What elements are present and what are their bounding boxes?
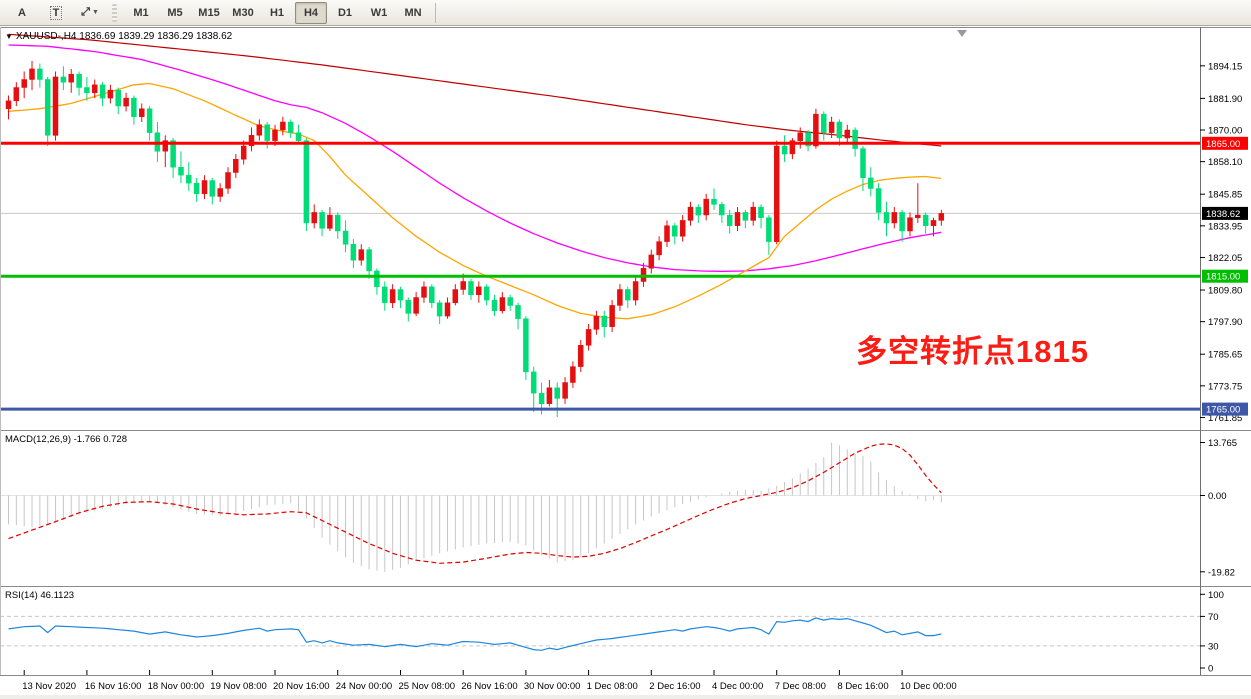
text-tool-icon: T (49, 5, 63, 20)
current-price-badge: 1838.62 (1202, 206, 1248, 220)
svg-text:100: 100 (1208, 590, 1224, 601)
svg-text:1865.00: 1865.00 (1206, 139, 1240, 150)
ma-fast-line[interactable] (8, 82, 942, 320)
svg-text:1845.85: 1845.85 (1208, 190, 1242, 201)
svg-text:8 Dec 16:00: 8 Dec 16:00 (837, 681, 888, 692)
timeframe-buttons: M1 M5 M15 M30 H1 H4 D1 W1 MN (125, 1, 429, 24)
price-badge-1865: 1865.00 (1202, 136, 1248, 150)
svg-text:1815.00: 1815.00 (1206, 272, 1240, 283)
svg-text:1870.00: 1870.00 (1208, 126, 1242, 137)
svg-text:18 Nov 00:00: 18 Nov 00:00 (148, 681, 205, 692)
svg-text:70: 70 (1208, 612, 1219, 623)
svg-text:13 Nov 2020: 13 Nov 2020 (22, 681, 76, 692)
macd-axis[interactable]: 13.765 0.00 -19.82 (1200, 438, 1237, 578)
svg-text:1833.95: 1833.95 (1208, 221, 1242, 232)
price-chart[interactable]: 1894.15 1881.90 1870.00 1858.10 1845.85 1833.… (0, 27, 1251, 699)
svg-text:1809.80: 1809.80 (1208, 286, 1242, 297)
timeframe-button-mn[interactable]: MN (404, 6, 422, 19)
price-badge-1765: 1765.00 (1202, 402, 1248, 416)
svg-text:0: 0 (1208, 664, 1213, 675)
macd-indicator-label: MACD(12,26,9) -1.766 0.728 (5, 434, 127, 445)
svg-text:7 Dec 08:00: 7 Dec 08:00 (775, 681, 826, 692)
svg-text:1773.75: 1773.75 (1208, 381, 1242, 392)
timeframe-button-m30[interactable]: M30 (232, 6, 254, 19)
svg-text:25 Nov 08:00: 25 Nov 08:00 (399, 681, 456, 692)
time-axis[interactable]: 13 Nov 2020 16 Nov 16:00 18 Nov 00:00 19 No… (22, 670, 957, 692)
svg-text:1881.90: 1881.90 (1208, 94, 1242, 105)
ma-mid-line[interactable] (8, 44, 942, 273)
text-tool-button[interactable]: T (40, 2, 72, 24)
svg-text:24 Nov 00:00: 24 Nov 00:00 (336, 681, 393, 692)
timeframe-button-m1[interactable]: M1 (133, 6, 149, 19)
svg-text:20 Nov 16:00: 20 Nov 16:00 (273, 681, 330, 692)
candlesticks[interactable] (5, 60, 945, 418)
chart-text-annotation[interactable]: 多空转折点1815 (856, 334, 1089, 369)
macd-signal-line (8, 443, 942, 564)
svg-text:16 Nov 16:00: 16 Nov 16:00 (85, 681, 142, 692)
rsi-indicator-label: RSI(14) 46.1123 (5, 590, 75, 601)
svg-text:1894.15: 1894.15 (1208, 61, 1242, 72)
svg-text:1 Dec 08:00: 1 Dec 08:00 (587, 681, 638, 692)
arrows-tool-button[interactable]: ⤢ ▼ (74, 2, 106, 24)
toolbar-separator (435, 2, 436, 23)
arrows-icon: ⤢ (81, 6, 90, 18)
timeframe-button-h4[interactable]: H4 (295, 1, 327, 24)
ma-slow-line[interactable] (8, 33, 942, 147)
rsi-axis[interactable]: 100 70 30 0 (1200, 590, 1224, 675)
svg-text:26 Nov 16:00: 26 Nov 16:00 (461, 681, 518, 692)
svg-text:13.765: 13.765 (1208, 438, 1237, 449)
svg-text:10 Dec 00:00: 10 Dec 00:00 (900, 681, 957, 692)
timeframe-button-m15[interactable]: M15 (198, 6, 220, 19)
legend-text: XAUUSD-,H4 1836.69 1839.29 1836.29 1838.… (15, 31, 233, 42)
svg-text:1797.90: 1797.90 (1208, 317, 1242, 328)
timeframe-button-d1[interactable]: D1 (337, 6, 353, 19)
svg-text:1838.62: 1838.62 (1206, 209, 1240, 220)
toolbar-grip[interactable] (112, 3, 117, 22)
timeframe-button-m5[interactable]: M5 (167, 6, 183, 19)
price-axis[interactable]: 1894.15 1881.90 1870.00 1858.10 1845.85 1833.… (1200, 61, 1248, 424)
chart-window: 1894.15 1881.90 1870.00 1858.10 1845.85 1833.… (0, 27, 1251, 699)
svg-text:0.00: 0.00 (1208, 491, 1227, 502)
macd-histogram (8, 442, 942, 572)
cursor-tool-button[interactable]: A (18, 6, 26, 19)
chart-shift-marker[interactable] (957, 30, 967, 37)
svg-text:1858.10: 1858.10 (1208, 157, 1242, 168)
window-bottom-edge (0, 695, 1251, 699)
rsi-line (8, 617, 942, 651)
svg-text:1765.00: 1765.00 (1206, 405, 1240, 416)
chevron-down-icon[interactable]: ▼ (5, 32, 13, 41)
svg-text:30: 30 (1208, 641, 1219, 652)
toolbar: A T ⤢ ▼ M1 M5 M15 M30 H1 H4 D1 W1 MN (0, 0, 1251, 26)
timeframe-button-h1[interactable]: H1 (269, 6, 285, 19)
svg-text:2 Dec 16:00: 2 Dec 16:00 (649, 681, 700, 692)
chevron-down-icon: ▼ (91, 9, 99, 16)
svg-text:19 Nov 08:00: 19 Nov 08:00 (210, 681, 267, 692)
svg-text:-19.82: -19.82 (1208, 567, 1235, 578)
svg-text:1822.05: 1822.05 (1208, 253, 1242, 264)
chart-legend: ▼ XAUUSD-,H4 1836.69 1839.29 1836.29 1838… (5, 31, 232, 42)
svg-text:1785.65: 1785.65 (1208, 350, 1242, 361)
price-badge-1815: 1815.00 (1202, 269, 1248, 283)
svg-text:1761.85: 1761.85 (1208, 413, 1242, 424)
timeframe-button-w1[interactable]: W1 (370, 6, 388, 19)
svg-text:30 Nov 00:00: 30 Nov 00:00 (524, 681, 581, 692)
svg-text:4 Dec 00:00: 4 Dec 00:00 (712, 681, 763, 692)
